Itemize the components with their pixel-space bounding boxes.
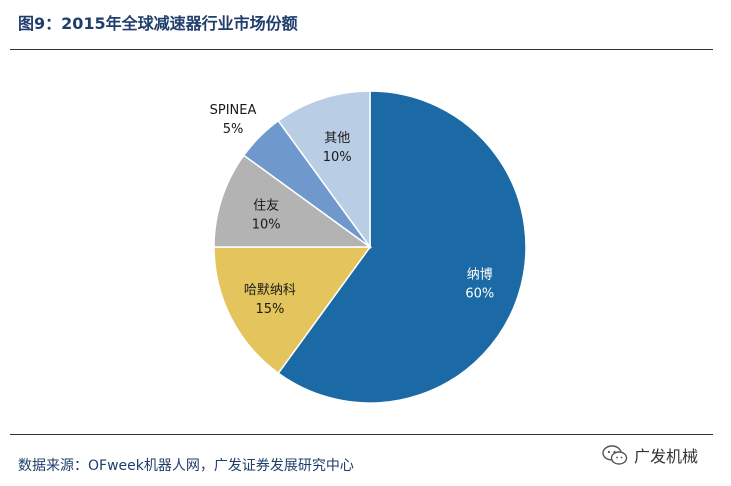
- wechat-icon: [602, 445, 628, 465]
- pie-slice-2: [213, 246, 372, 375]
- slice-label-1: 纳博: [467, 268, 493, 283]
- pie-slices: [213, 90, 527, 404]
- top-rule: [10, 49, 713, 50]
- slice-label-4: SPINEA: [210, 103, 257, 118]
- bottom-rule: [10, 434, 713, 435]
- slice-label-5: 其他: [324, 131, 350, 146]
- slice-value-3: 10%: [252, 217, 281, 232]
- slice-value-1: 60%: [465, 287, 494, 302]
- slice-label-3: 住友: [253, 197, 279, 213]
- slice-value-5: 10%: [323, 150, 352, 165]
- watermark-text: 广发机械: [634, 447, 699, 466]
- slice-value-4: 5%: [223, 122, 244, 137]
- source-note: 数据来源：OFweek机器人网，广发证券发展研究中心: [18, 458, 354, 474]
- slice-value-2: 15%: [255, 302, 284, 317]
- pie-labels: 纳博 60% 哈默纳科 15% 住友 10% SPINEA 5% 其他 10%: [210, 103, 495, 317]
- slice-label-2: 哈默纳科: [244, 282, 296, 298]
- pie-slice-1: [277, 90, 527, 404]
- pie-slice-3: [213, 154, 373, 248]
- figure-title: 图9：2015年全球减速器行业市场份额: [18, 14, 298, 33]
- pie-slice-5: [277, 90, 371, 250]
- watermark: 广发机械: [602, 443, 698, 467]
